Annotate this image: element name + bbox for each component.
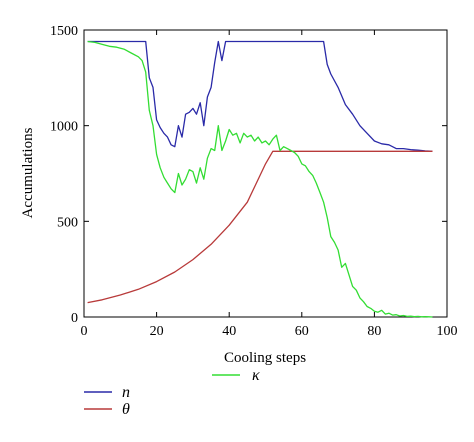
x-tick-label-100: 100 <box>437 324 458 339</box>
series-line-n <box>87 40 433 152</box>
legend: n θ κ <box>84 367 260 418</box>
y-tick-label-1000: 1000 <box>50 120 78 135</box>
series-line-theta <box>87 150 433 304</box>
y-tick-label-0: 0 <box>71 311 78 326</box>
series-layer <box>87 40 433 318</box>
series-line-kappa <box>87 40 433 318</box>
x-tick-label-80: 80 <box>367 324 381 339</box>
legend-label-n: n <box>122 384 130 401</box>
plot-area <box>83 29 448 318</box>
x-axis-label: Cooling steps <box>224 350 306 366</box>
x-tick-label-0: 0 <box>81 324 88 339</box>
x-tick-label-40: 40 <box>222 324 236 339</box>
legend-label-kappa: κ <box>252 367 260 384</box>
y-tick-label-500: 500 <box>57 215 78 230</box>
y-axis-label: Accumulations <box>20 127 36 218</box>
y-tick-label-1500: 1500 <box>50 24 78 39</box>
legend-label-theta: θ <box>122 401 130 418</box>
x-tick-label-20: 20 <box>150 324 164 339</box>
x-tick-label-60: 60 <box>295 324 309 339</box>
